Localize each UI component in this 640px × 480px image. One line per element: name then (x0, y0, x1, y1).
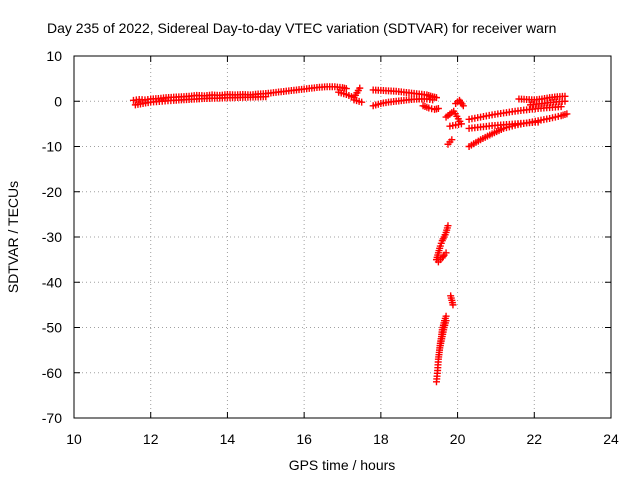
x-tick-label: 24 (603, 431, 619, 447)
data-point (432, 94, 440, 102)
x-tick-label: 22 (526, 431, 542, 447)
series-arc-12 (447, 292, 457, 309)
data-point (434, 104, 442, 112)
data-point (561, 97, 569, 105)
data-point (356, 84, 364, 92)
y-tick-label: -30 (42, 229, 62, 245)
data-point (262, 93, 270, 101)
data-point (439, 252, 447, 260)
data-point (563, 110, 571, 118)
series-arc-20 (526, 97, 569, 109)
data-point (449, 301, 457, 309)
data-point (358, 98, 366, 106)
grid-lines (74, 56, 611, 418)
series-arc-14 (442, 107, 465, 130)
data-point (446, 122, 454, 130)
data-point (429, 96, 437, 104)
x-tick-label: 14 (220, 431, 236, 447)
data-point (442, 249, 450, 257)
y-tick-label: -70 (42, 410, 62, 426)
x-tick-label: 10 (66, 431, 82, 447)
series-arc-11 (436, 317, 450, 350)
data-point (444, 222, 452, 230)
y-tick-label: 0 (54, 93, 62, 109)
x-tick-labels: 10 12 14 16 18 20 22 24 (66, 431, 619, 447)
series-arc-18 (465, 118, 542, 132)
y-tick-labels: 10 0 -10 -20 -30 -40 -50 -60 -70 (42, 48, 62, 426)
data-point (448, 136, 456, 144)
series-arc-9 (434, 249, 450, 266)
series-arc-2 (131, 93, 270, 109)
series-arc-4 (350, 96, 366, 106)
x-axis-label: GPS time / hours (289, 457, 396, 473)
y-tick-label: -50 (42, 320, 62, 336)
y-tick-label: -10 (42, 139, 62, 155)
chart-title: Day 235 of 2022, Sidereal Day-to-day VTE… (47, 20, 556, 36)
data-point (557, 103, 565, 111)
x-tick-label: 16 (296, 431, 312, 447)
y-tick-label: -60 (42, 365, 62, 381)
data-point (342, 85, 350, 93)
x-tick-label: 12 (143, 431, 159, 447)
series-arc-7 (419, 102, 442, 113)
series-arc-6 (369, 95, 437, 110)
series-arc-13 (444, 136, 456, 148)
y-tick-label: -20 (42, 184, 62, 200)
axis-ticks (73, 55, 612, 419)
data-point (534, 118, 542, 126)
y-tick-label: -40 (42, 274, 62, 290)
data-point (459, 102, 467, 110)
data-points (129, 83, 571, 386)
series-arc-15 (452, 96, 467, 110)
x-tick-label: 20 (450, 431, 466, 447)
data-point (442, 317, 450, 325)
y-axis-label: SDTVAR / TECUs (5, 181, 21, 293)
series-arc-17 (465, 103, 565, 123)
y-tick-label: 10 (46, 48, 62, 64)
x-tick-label: 18 (373, 431, 389, 447)
